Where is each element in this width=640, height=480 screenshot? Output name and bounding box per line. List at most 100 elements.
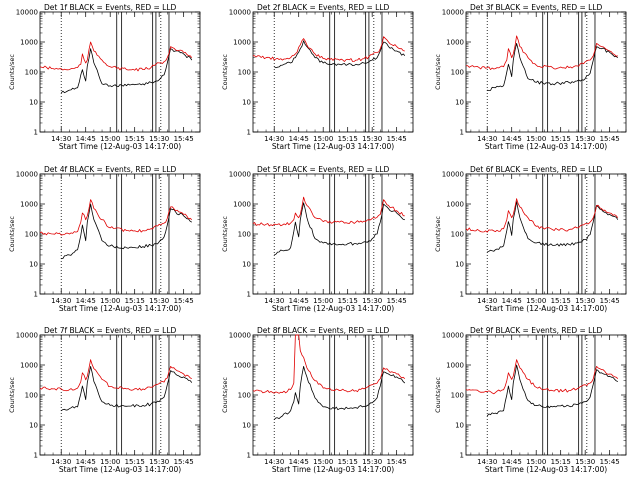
y-tick-label: 100 bbox=[25, 69, 38, 77]
chart-panel: Det 5f BLACK = Events, RED = LLD 1 10 100 10… bbox=[221, 165, 414, 313]
x-tick-label: 15:30 bbox=[149, 458, 169, 466]
y-tick-label: 10000 bbox=[229, 9, 251, 17]
x-tick-label: 14:30 bbox=[477, 458, 497, 466]
x-tick-label: 15:45 bbox=[174, 297, 194, 305]
y-tick-label: 1000 bbox=[446, 39, 464, 47]
chart-title: Det 3f BLACK = Events, RED = LLD bbox=[470, 3, 603, 12]
lld-series-line bbox=[465, 198, 619, 233]
y-tick-label: 10 bbox=[455, 99, 464, 107]
y-tick-label: 10000 bbox=[442, 171, 464, 179]
events-series-line bbox=[60, 365, 193, 412]
x-axis-label: Start Time (12-Aug-03 14:17:00) bbox=[59, 142, 181, 151]
x-axis-label: Start Time (12-Aug-03 14:17:00) bbox=[485, 142, 607, 151]
x-tick-label: 14:30 bbox=[477, 297, 497, 305]
y-tick-label: 10 bbox=[29, 99, 38, 107]
chart-panel: Det 3f BLACK = Events, RED = LLD 1 10 100 10… bbox=[434, 3, 627, 151]
y-tick-label: 10 bbox=[29, 422, 38, 430]
y-tick-label: 1000 bbox=[20, 362, 38, 370]
y-tick-label: 10000 bbox=[16, 9, 38, 17]
y-tick-label: 1000 bbox=[233, 201, 251, 209]
x-tick-label: 15:45 bbox=[600, 458, 620, 466]
x-tick-label: 15:00 bbox=[100, 297, 120, 305]
y-tick-label: 10 bbox=[242, 261, 251, 269]
y-tick-label: 10000 bbox=[442, 9, 464, 17]
plot-frame bbox=[465, 173, 627, 295]
x-tick-label: 14:45 bbox=[502, 458, 522, 466]
events-series-line bbox=[274, 202, 405, 256]
chart-title: Det 1f BLACK = Events, RED = LLD bbox=[44, 3, 177, 12]
y-tick-label: 1 bbox=[34, 291, 38, 299]
x-tick-label: 14:30 bbox=[264, 135, 284, 143]
x-tick-label: 15:45 bbox=[600, 297, 620, 305]
y-tick-label: 10000 bbox=[16, 332, 38, 340]
y-tick-label: 1000 bbox=[233, 39, 251, 47]
chart-panel: Det 9f BLACK = Events, RED = LLD 1 10 100 10… bbox=[434, 326, 627, 474]
y-tick-label: 1000 bbox=[446, 362, 464, 370]
x-tick-label: 14:45 bbox=[76, 297, 96, 305]
x-tick-label: 14:30 bbox=[477, 135, 497, 143]
x-tick-label: 14:45 bbox=[289, 458, 309, 466]
y-tick-label: 100 bbox=[25, 231, 38, 239]
chart-panel: Det 4f BLACK = Events, RED = LLD 1 10 100 10… bbox=[8, 165, 201, 313]
events-series-line bbox=[61, 203, 192, 260]
x-tick-label: 14:45 bbox=[502, 297, 522, 305]
x-tick-label: 14:45 bbox=[289, 297, 309, 305]
chart-title: Det 8f BLACK = Events, RED = LLD bbox=[257, 326, 390, 335]
lld-series-line bbox=[465, 35, 618, 70]
x-tick-label: 15:45 bbox=[174, 458, 194, 466]
plot-frame bbox=[252, 11, 414, 133]
x-tick-label: 14:45 bbox=[289, 135, 309, 143]
lld-series-line bbox=[252, 334, 406, 394]
chart-title: Det 6f BLACK = Events, RED = LLD bbox=[470, 165, 603, 174]
events-series-line bbox=[487, 43, 619, 91]
x-axis-label: Start Time (12-Aug-03 14:17:00) bbox=[485, 304, 607, 313]
y-tick-label: 10 bbox=[455, 261, 464, 269]
x-tick-label: 14:30 bbox=[264, 458, 284, 466]
x-tick-label: 14:45 bbox=[502, 135, 522, 143]
y-tick-label: 1 bbox=[460, 291, 464, 299]
plot-frame bbox=[465, 334, 627, 456]
y-tick-label: 10 bbox=[455, 422, 464, 430]
x-tick-label: 15:45 bbox=[600, 135, 620, 143]
y-tick-label: 1000 bbox=[20, 39, 38, 47]
plot-frame bbox=[39, 173, 201, 295]
y-axis-label: Counts/sec bbox=[221, 377, 229, 413]
x-tick-label: 15:15 bbox=[338, 297, 358, 305]
x-tick-label: 15:30 bbox=[149, 135, 169, 143]
x-axis-label: Start Time (12-Aug-03 14:17:00) bbox=[485, 465, 607, 474]
x-tick-label: 15:00 bbox=[526, 458, 546, 466]
chart-title: Det 9f BLACK = Events, RED = LLD bbox=[470, 326, 603, 335]
y-tick-label: 1 bbox=[247, 291, 251, 299]
chart-title: Det 5f BLACK = Events, RED = LLD bbox=[257, 165, 390, 174]
chart-title: Det 2f BLACK = Events, RED = LLD bbox=[257, 3, 390, 12]
chart-title: Det 4f BLACK = Events, RED = LLD bbox=[44, 165, 177, 174]
y-tick-label: 100 bbox=[451, 231, 464, 239]
chart-title: Det 7f BLACK = Events, RED = LLD bbox=[44, 326, 177, 335]
y-axis-label: Counts/sec bbox=[221, 54, 229, 90]
y-tick-label: 1 bbox=[247, 452, 251, 460]
x-tick-label: 15:30 bbox=[575, 297, 595, 305]
y-tick-label: 100 bbox=[238, 392, 251, 400]
y-tick-label: 10000 bbox=[16, 171, 38, 179]
y-tick-label: 10 bbox=[29, 261, 38, 269]
y-tick-label: 1000 bbox=[446, 201, 464, 209]
x-tick-label: 14:30 bbox=[51, 297, 71, 305]
x-tick-label: 15:45 bbox=[387, 135, 407, 143]
y-axis-label: Counts/sec bbox=[8, 216, 16, 252]
events-series-line bbox=[486, 364, 618, 417]
x-tick-label: 15:15 bbox=[551, 135, 571, 143]
x-tick-label: 15:45 bbox=[174, 135, 194, 143]
x-tick-label: 14:45 bbox=[76, 458, 96, 466]
x-tick-label: 15:15 bbox=[551, 458, 571, 466]
x-tick-label: 15:30 bbox=[362, 458, 382, 466]
lld-series-line bbox=[252, 196, 405, 227]
y-tick-label: 10 bbox=[242, 99, 251, 107]
x-tick-label: 15:30 bbox=[575, 458, 595, 466]
y-tick-label: 10000 bbox=[442, 332, 464, 340]
x-tick-label: 14:45 bbox=[76, 135, 96, 143]
x-tick-label: 15:15 bbox=[125, 135, 145, 143]
x-tick-label: 15:45 bbox=[387, 458, 407, 466]
events-series-line bbox=[487, 201, 619, 253]
x-tick-label: 15:00 bbox=[313, 297, 333, 305]
x-tick-label: 15:00 bbox=[313, 458, 333, 466]
